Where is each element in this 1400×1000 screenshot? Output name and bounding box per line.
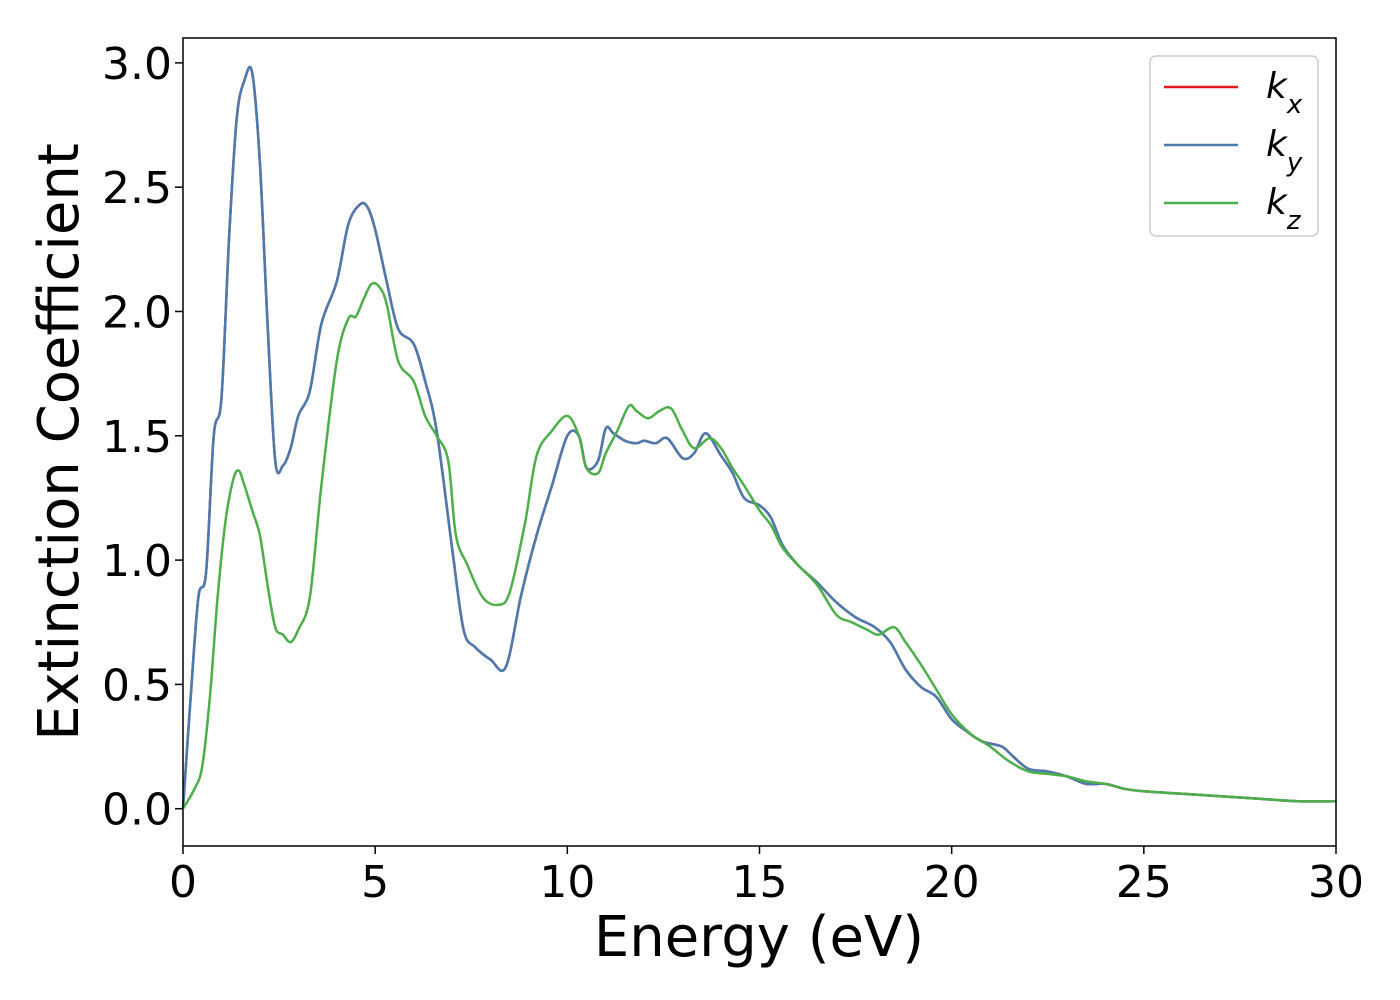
legend: kx ky kz — [1149, 55, 1319, 237]
series-lines — [181, 65, 1337, 810]
y-tick-label: 1.0 — [102, 536, 172, 587]
legend-label-ky: ky — [1266, 124, 1303, 178]
y-tick-label: 2.0 — [102, 287, 172, 338]
x-tick-label: 10 — [539, 857, 595, 908]
x-tick-label: 0 — [169, 857, 197, 908]
y-tick-label: 0.0 — [102, 785, 172, 836]
legend-label-kx: kx — [1266, 66, 1303, 120]
y-tick-label: 3.0 — [102, 39, 172, 90]
x-axis: 0 5 10 15 20 25 30 — [169, 846, 1364, 908]
y-axis: 0.0 0.5 1.0 1.5 2.0 2.5 3.0 — [102, 39, 183, 836]
x-tick-label: 5 — [361, 857, 389, 908]
legend-label-kz: kz — [1266, 182, 1302, 236]
y-axis-title: Extinction Coefficient — [27, 143, 92, 741]
y-tick-label: 0.5 — [102, 660, 172, 711]
y-tick-label: 1.5 — [102, 412, 172, 463]
x-tick-label: 20 — [924, 857, 980, 908]
x-tick-label: 25 — [1116, 857, 1172, 908]
y-tick-label: 2.5 — [102, 163, 172, 214]
x-tick-label: 30 — [1308, 857, 1364, 908]
x-tick-label: 15 — [732, 857, 788, 908]
series-kz-line — [181, 281, 1337, 810]
x-axis-title: Energy (eV) — [594, 905, 924, 970]
